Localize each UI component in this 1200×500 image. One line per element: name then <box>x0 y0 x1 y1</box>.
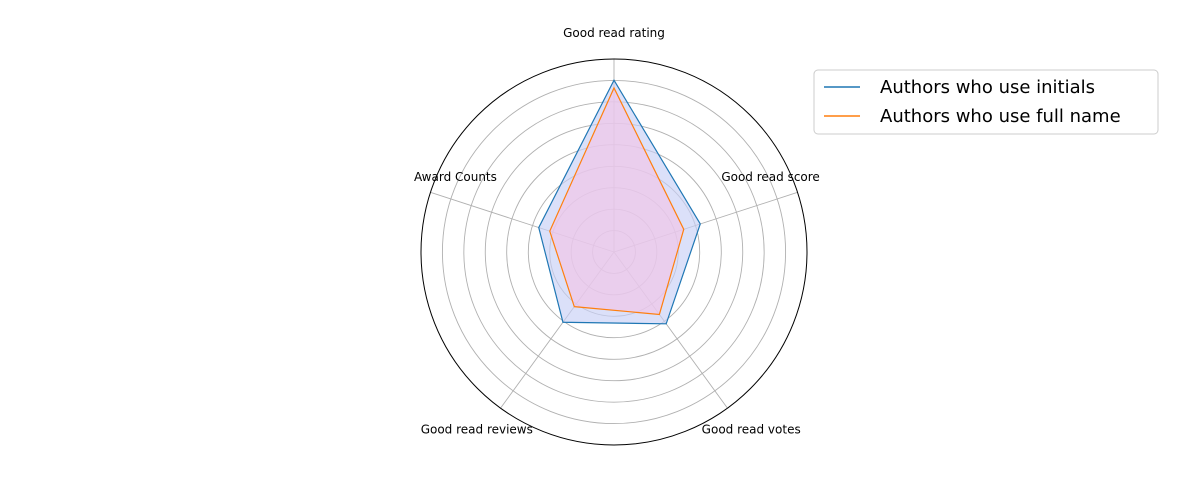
legend-label-initials: Authors who use initials <box>880 77 1095 98</box>
legend-frame <box>813 69 1159 135</box>
series-fill-2 <box>549 87 684 315</box>
legend: Authors who use initials Authors who use… <box>813 69 1159 135</box>
radar-series <box>538 78 701 325</box>
axis-label-1: Good read rating <box>563 26 665 40</box>
series-line-1 <box>538 78 701 325</box>
axis-label-5: Award Counts <box>414 170 497 184</box>
axis-labels: Good read rating Good read score Good read… <box>414 26 820 436</box>
axis-label-3: Good read votes <box>702 422 801 436</box>
axis-label-4: Good read reviews <box>421 422 533 436</box>
legend-label-full-name: Authors who use full name <box>880 106 1121 127</box>
series-line-2 <box>549 86 685 316</box>
axis-label-2: Good read score <box>721 170 820 184</box>
outer-frame <box>420 58 808 446</box>
